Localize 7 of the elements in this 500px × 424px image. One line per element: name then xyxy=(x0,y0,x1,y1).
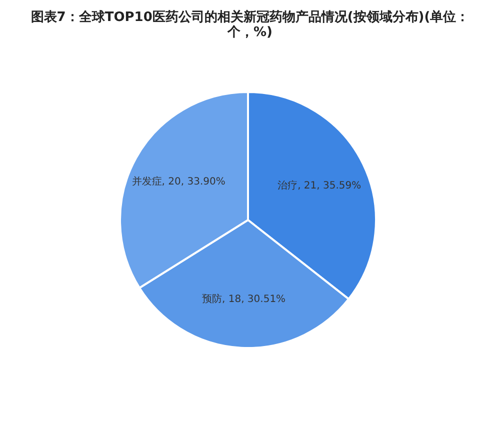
slice-label: 预防 xyxy=(202,292,222,305)
slice-label: 治疗 xyxy=(278,178,298,191)
slice-label: 并发症 xyxy=(132,175,162,188)
data-label: , 21, 35.59% xyxy=(298,180,362,191)
chart-title: 图表7：全球TOP10医药公司的相关新冠药物产品情况(按领域分布)(单位：个，%) xyxy=(30,8,470,40)
data-label: , 18, 30.51% xyxy=(222,294,286,305)
data-label: , 20, 33.90% xyxy=(162,176,226,188)
